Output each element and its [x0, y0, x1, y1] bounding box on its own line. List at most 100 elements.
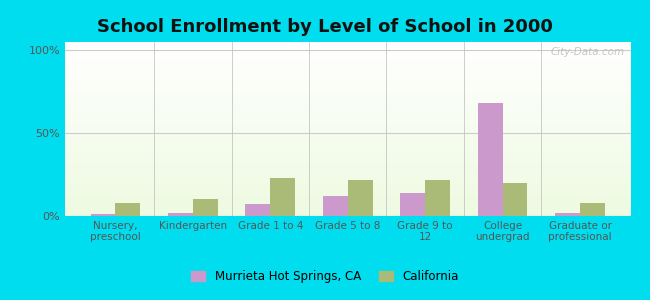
- Bar: [65, 206, 630, 207]
- Bar: [65, 123, 630, 124]
- Bar: [65, 164, 630, 165]
- Bar: [65, 205, 630, 206]
- Bar: [65, 196, 630, 197]
- Bar: [65, 161, 630, 162]
- Bar: [425, 179, 450, 216]
- Bar: [65, 156, 630, 157]
- Bar: [65, 118, 630, 119]
- Bar: [65, 50, 630, 51]
- Bar: [65, 112, 630, 113]
- Bar: [65, 114, 630, 115]
- Bar: [65, 117, 630, 118]
- Bar: [65, 132, 630, 133]
- Bar: [478, 103, 502, 216]
- Bar: [65, 108, 630, 109]
- Bar: [65, 91, 630, 92]
- Bar: [115, 203, 140, 216]
- Bar: [65, 90, 630, 91]
- Bar: [65, 86, 630, 87]
- Bar: [65, 98, 630, 99]
- Bar: [65, 121, 630, 122]
- Bar: [65, 83, 630, 84]
- Bar: [65, 57, 630, 58]
- Bar: [65, 150, 630, 151]
- Bar: [65, 47, 630, 48]
- Bar: [65, 177, 630, 178]
- Bar: [65, 137, 630, 138]
- Bar: [65, 85, 630, 86]
- Bar: [65, 143, 630, 144]
- Bar: [65, 212, 630, 213]
- Bar: [65, 70, 630, 71]
- Bar: [65, 195, 630, 196]
- Bar: [65, 131, 630, 132]
- Bar: [65, 136, 630, 137]
- Bar: [65, 63, 630, 64]
- Bar: [65, 100, 630, 101]
- Bar: [65, 157, 630, 158]
- Bar: [65, 64, 630, 65]
- Bar: [65, 122, 630, 123]
- Bar: [65, 87, 630, 88]
- Bar: [65, 178, 630, 179]
- Bar: [65, 181, 630, 182]
- Bar: [270, 178, 295, 216]
- Bar: [65, 88, 630, 89]
- Bar: [168, 213, 193, 216]
- Bar: [65, 213, 630, 214]
- Bar: [65, 152, 630, 153]
- Bar: [65, 67, 630, 68]
- Bar: [65, 158, 630, 159]
- Bar: [65, 154, 630, 155]
- Bar: [65, 170, 630, 171]
- Bar: [65, 84, 630, 85]
- Bar: [65, 186, 630, 187]
- Bar: [65, 120, 630, 121]
- Bar: [65, 71, 630, 72]
- Bar: [65, 65, 630, 66]
- Bar: [65, 56, 630, 57]
- Bar: [65, 176, 630, 177]
- Bar: [65, 153, 630, 154]
- Bar: [65, 110, 630, 111]
- Bar: [65, 60, 630, 61]
- Bar: [65, 185, 630, 186]
- Bar: [65, 76, 630, 77]
- Bar: [65, 145, 630, 146]
- Bar: [65, 82, 630, 83]
- Bar: [65, 202, 630, 203]
- Bar: [65, 160, 630, 161]
- Bar: [502, 183, 527, 216]
- Bar: [65, 101, 630, 102]
- Bar: [65, 159, 630, 160]
- Bar: [65, 172, 630, 173]
- Bar: [65, 129, 630, 130]
- Bar: [65, 204, 630, 205]
- Bar: [65, 128, 630, 129]
- Bar: [65, 66, 630, 67]
- Bar: [65, 44, 630, 45]
- Bar: [65, 134, 630, 135]
- Bar: [65, 93, 630, 94]
- Bar: [65, 207, 630, 208]
- Bar: [65, 107, 630, 108]
- Bar: [246, 204, 270, 216]
- Bar: [65, 163, 630, 164]
- Bar: [65, 96, 630, 97]
- Bar: [65, 148, 630, 149]
- Bar: [65, 215, 630, 216]
- Bar: [65, 99, 630, 100]
- Bar: [65, 189, 630, 190]
- Bar: [65, 126, 630, 127]
- Bar: [90, 214, 115, 216]
- Bar: [65, 210, 630, 211]
- Bar: [400, 193, 425, 216]
- Bar: [65, 103, 630, 104]
- Bar: [65, 94, 630, 95]
- Bar: [65, 69, 630, 70]
- Bar: [65, 146, 630, 147]
- Bar: [65, 203, 630, 204]
- Bar: [65, 81, 630, 82]
- Bar: [555, 213, 580, 216]
- Bar: [65, 142, 630, 143]
